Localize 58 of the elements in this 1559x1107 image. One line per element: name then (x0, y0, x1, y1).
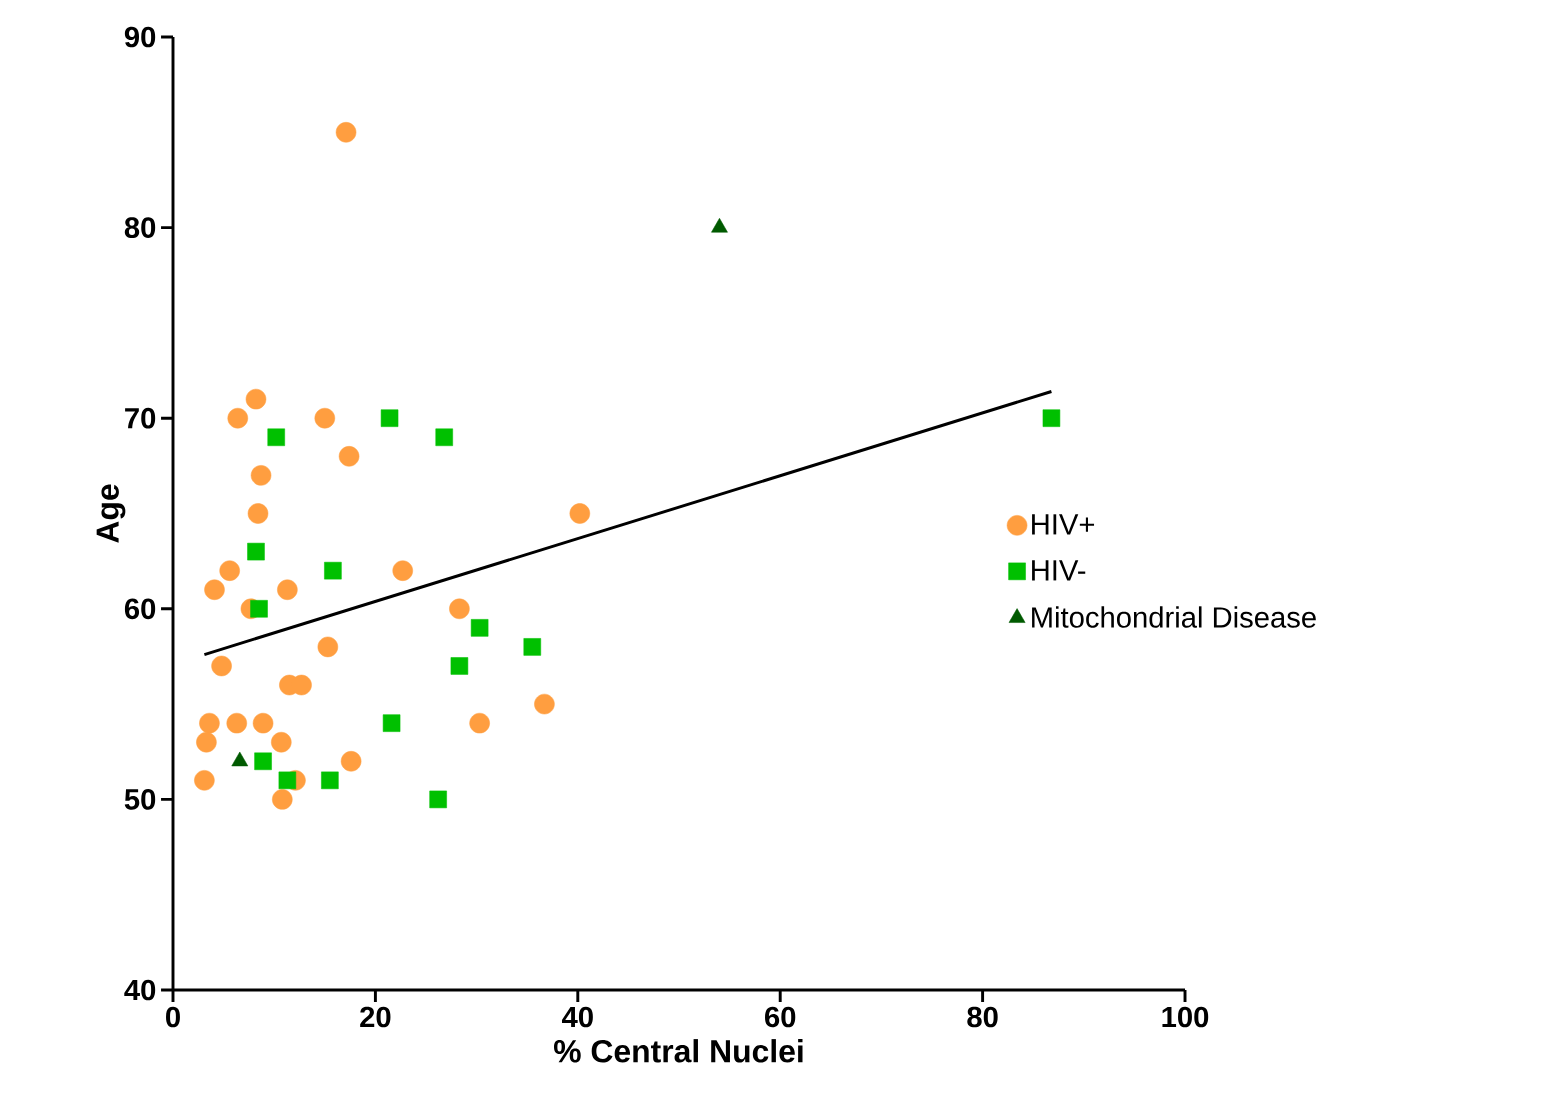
point (338, 446, 360, 467)
point (569, 503, 591, 524)
point (227, 407, 248, 429)
point (272, 789, 293, 810)
point (199, 712, 220, 734)
point (250, 465, 272, 486)
point (435, 428, 453, 446)
point (392, 560, 413, 581)
point (1042, 409, 1061, 427)
point (271, 731, 292, 753)
point (449, 598, 470, 620)
point (226, 712, 247, 734)
point (245, 388, 267, 410)
x-tick-label: 60 (765, 1006, 796, 1028)
point (429, 790, 447, 809)
legend-label: Mitochondrial Disease (1032, 606, 1316, 628)
point (340, 751, 362, 772)
y-axis-title: Age (96, 484, 126, 543)
point (382, 714, 401, 732)
y-tick-label: 40 (124, 979, 156, 1001)
y-tick-label: 90 (124, 26, 156, 48)
point (314, 407, 336, 429)
point (277, 579, 298, 600)
point (335, 122, 357, 143)
x-tick-label: 0 (166, 1006, 180, 1028)
point (470, 619, 489, 637)
point (711, 218, 728, 233)
point (252, 712, 274, 734)
y-tick-label: 70 (125, 407, 156, 429)
y-tick-label: 60 (124, 598, 156, 620)
point (534, 693, 555, 715)
point (324, 561, 342, 580)
point (219, 560, 240, 581)
point (247, 503, 269, 524)
point (250, 600, 268, 618)
point (450, 657, 469, 675)
y-tick-label: 80 (124, 217, 156, 238)
point (254, 752, 272, 771)
point (523, 638, 541, 656)
point (247, 542, 265, 561)
legend-label: HIV+ (1032, 514, 1095, 535)
x-axis-title: % Central Nuclei (554, 1039, 803, 1063)
point (321, 771, 339, 790)
x-tick-label: 20 (360, 1006, 391, 1028)
x-tick-label: 80 (967, 1006, 998, 1028)
point (278, 771, 297, 790)
point (469, 712, 490, 734)
point (317, 636, 339, 658)
y-tick-label: 50 (124, 789, 156, 810)
point (267, 428, 285, 446)
legend-label: HIV- (1032, 560, 1086, 581)
point (194, 770, 215, 791)
point (211, 655, 232, 677)
point (204, 579, 225, 600)
point (196, 731, 217, 753)
x-tick-label: 40 (561, 1006, 593, 1028)
x-tick-label: 100 (1162, 1006, 1209, 1028)
point (380, 409, 399, 427)
